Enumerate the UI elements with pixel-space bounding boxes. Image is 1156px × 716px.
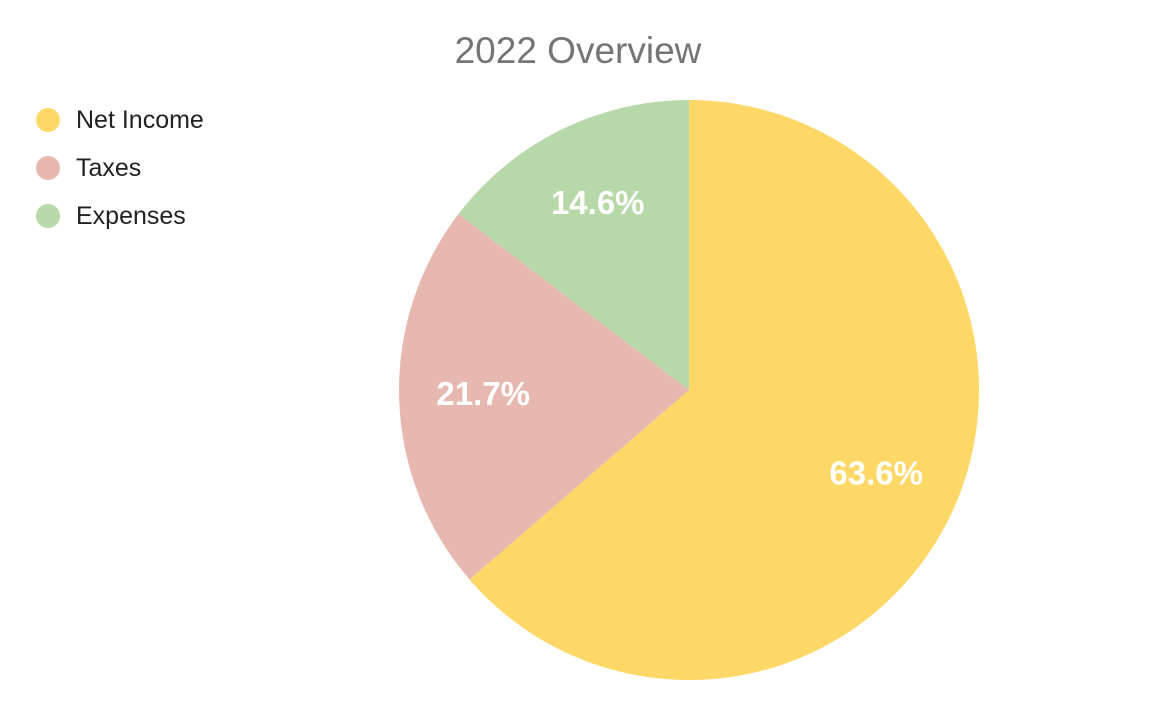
slice-value-label: 14.6% — [551, 184, 645, 221]
legend-label: Net Income — [76, 105, 204, 134]
legend: Net Income Taxes Expenses — [36, 96, 204, 240]
legend-label: Expenses — [76, 201, 186, 230]
pie-slice-expenses[interactable] — [458, 99, 689, 390]
pie-slice-net-income[interactable] — [469, 100, 979, 680]
legend-label: Taxes — [76, 153, 142, 182]
legend-item-expenses[interactable]: Expenses — [36, 192, 204, 240]
slice-value-label: 63.6% — [829, 454, 923, 491]
legend-swatch-expenses — [36, 204, 60, 228]
legend-item-taxes[interactable]: Taxes — [36, 144, 204, 192]
legend-swatch-taxes — [36, 156, 60, 180]
pie-slice-taxes[interactable] — [399, 213, 689, 580]
legend-swatch-net-income — [36, 108, 60, 132]
slice-value-label: 21.7% — [436, 375, 530, 412]
legend-item-net-income[interactable]: Net Income — [36, 96, 204, 144]
chart-title: 2022 Overview — [454, 30, 702, 71]
